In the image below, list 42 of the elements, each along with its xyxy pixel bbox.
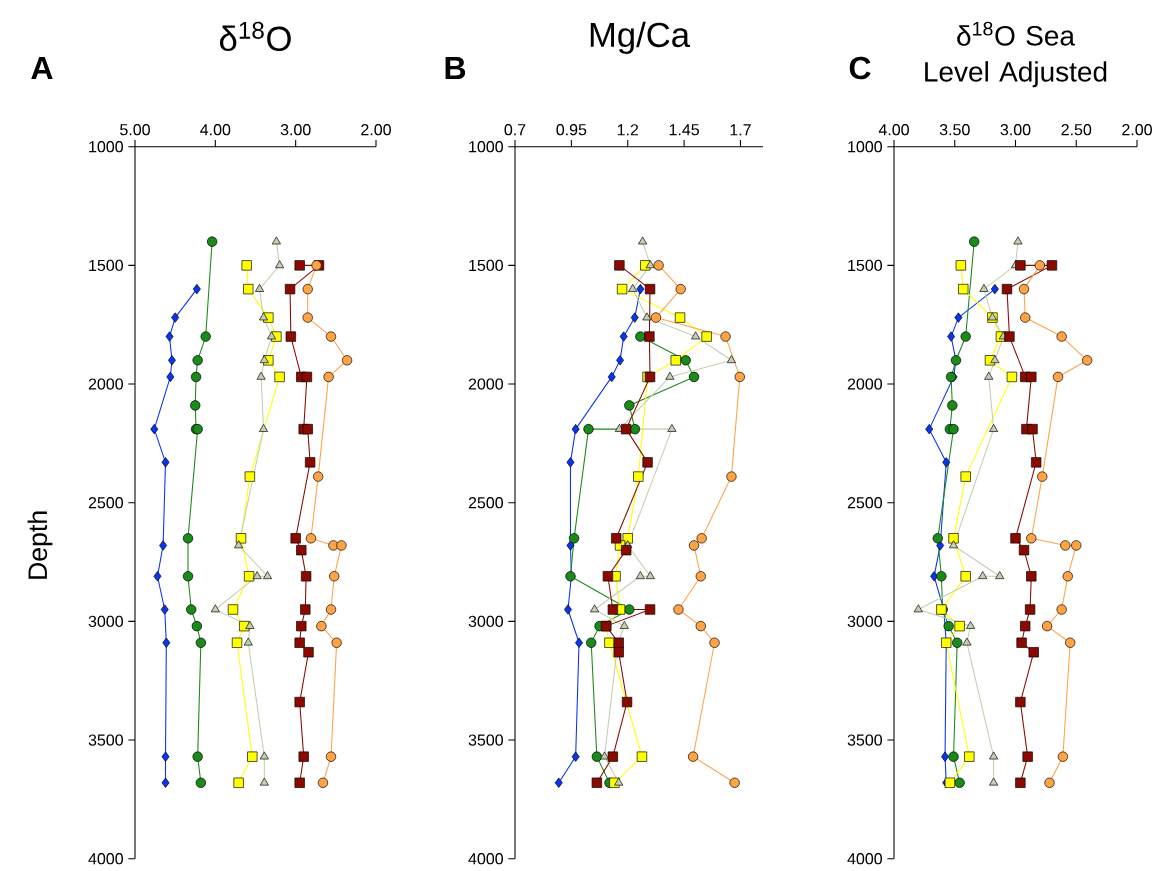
x-tick-label: 1.7 (730, 124, 751, 136)
y-tick-label: 2000 (88, 378, 123, 390)
y-tick-label: 2000 (468, 378, 503, 390)
chart-title: δ$^{18}$O Sea Level Adjusted (925, 21, 1107, 88)
x-tick-label: 1.45 (669, 124, 699, 136)
y-tick-label: 1500 (469, 259, 503, 272)
y-tick-label: 3000 (468, 615, 503, 628)
y-tick-label: 4000 (847, 853, 882, 865)
y-tick-label: 3000 (847, 615, 882, 628)
x-tick-label: 5.00 (120, 124, 150, 136)
x-tick-label: 2.50 (1061, 124, 1092, 136)
x-tick-label: 2.00 (361, 124, 391, 136)
chart-title: Mg/Ca (590, 21, 691, 55)
x-tick-label: 0.95 (556, 124, 587, 136)
y-tick-label: 2500 (847, 497, 882, 509)
y-tick-label: 2500 (468, 497, 503, 509)
y-tick-label: 4000 (88, 853, 123, 865)
y-axis-title: Depth (27, 511, 53, 579)
chart-title: δ$^{18}$O (220, 21, 291, 52)
y-tick-label: 3500 (847, 734, 882, 746)
y-tick-label: 1000 (469, 141, 503, 153)
text: C (849, 56, 871, 80)
x-tick-label: 1.2 (617, 124, 639, 136)
y-tick-label: 2000 (847, 378, 882, 390)
y-tick-label: 2500 (88, 497, 123, 509)
y-tick-label: 1500 (89, 259, 123, 272)
y-tick-label: 3500 (88, 734, 123, 746)
x-tick-label: 3.50 (939, 124, 970, 136)
y-tick-label: 1500 (848, 259, 882, 272)
y-tick-label: 4000 (468, 853, 503, 865)
text: A (31, 56, 53, 80)
x-tick-label: 2.00 (1122, 124, 1152, 136)
y-tick-label: 3500 (468, 734, 503, 746)
y-tick-label: 3000 (88, 615, 123, 628)
x-tick-label: 0.7 (504, 124, 526, 136)
y-tick-label: 1000 (89, 141, 123, 153)
text: B (445, 56, 466, 80)
x-tick-label: 3.00 (280, 124, 311, 136)
x-tick-label: 4.00 (878, 124, 909, 136)
y-tick-label: 1000 (848, 141, 882, 153)
x-tick-label: 4.00 (200, 124, 231, 136)
x-tick-label: 3.00 (1000, 124, 1031, 136)
